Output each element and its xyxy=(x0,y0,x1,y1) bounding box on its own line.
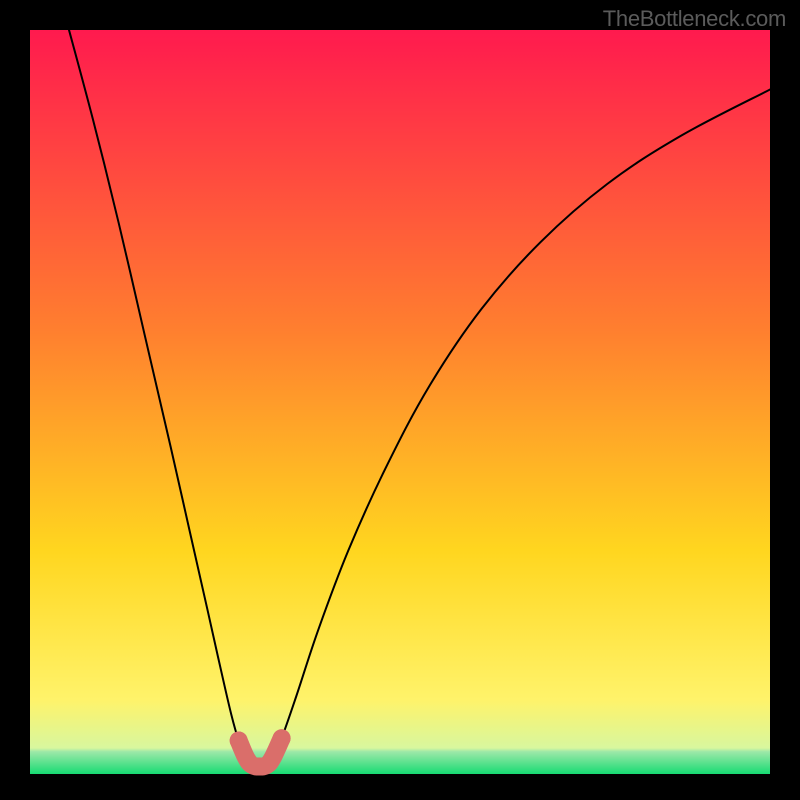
bottleneck-chart xyxy=(30,30,770,774)
chart-svg xyxy=(30,30,770,774)
highlight-endpoint xyxy=(230,732,248,750)
watermark-text: TheBottleneck.com xyxy=(603,6,786,32)
v-curve xyxy=(67,23,770,767)
highlight-endpoint xyxy=(273,729,291,747)
